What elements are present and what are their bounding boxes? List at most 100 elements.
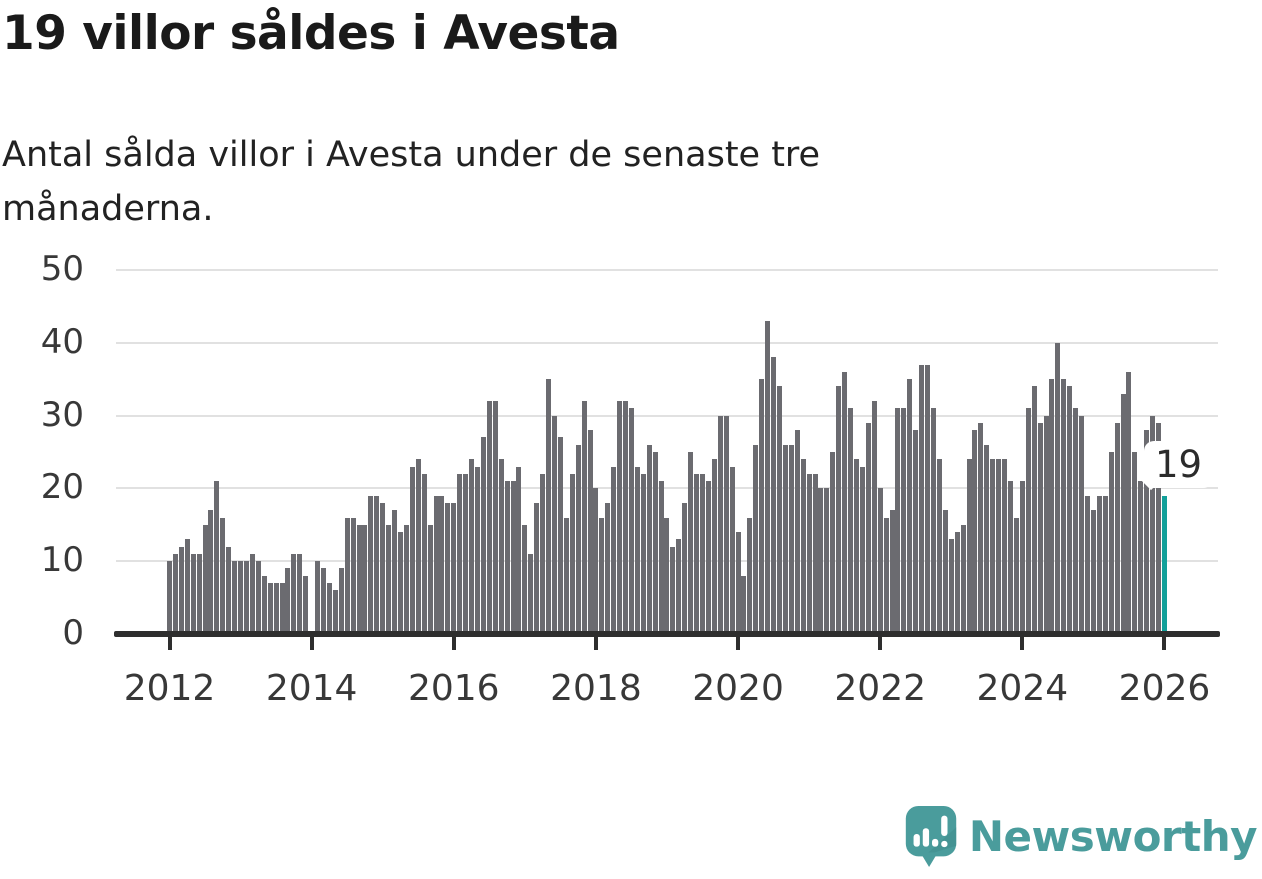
chart-bar xyxy=(682,502,688,634)
chart-subtitle: Antal sålda villor i Avesta under de sen… xyxy=(2,135,821,230)
x-axis-tick xyxy=(167,637,172,650)
chart-bar xyxy=(824,488,830,634)
chart-bar xyxy=(611,466,617,634)
x-axis-label: 2016 xyxy=(407,668,500,709)
chart-bar xyxy=(368,495,374,634)
chart-bar xyxy=(753,444,759,634)
chart-bar xyxy=(599,517,605,634)
chart-bar xyxy=(232,561,238,634)
chart-bar xyxy=(1067,386,1073,634)
chart-bar xyxy=(1043,415,1049,634)
chart-bar xyxy=(534,502,540,634)
x-axis-label: 2026 xyxy=(1118,668,1211,709)
x-axis-label: 2014 xyxy=(265,668,358,709)
chart-bar xyxy=(765,320,771,634)
chart-bar xyxy=(167,561,172,634)
chart-bar xyxy=(747,517,753,634)
chart-bar xyxy=(474,466,480,634)
chart-bar xyxy=(516,466,522,634)
chart-bar xyxy=(1120,393,1126,634)
chart-bar xyxy=(771,357,777,634)
chart-bar xyxy=(628,408,634,634)
newsworthy-logo-text: Newsworthy xyxy=(968,811,1258,861)
chart-bar xyxy=(800,459,806,634)
chart-bar xyxy=(1108,452,1114,634)
chart-bar xyxy=(1102,495,1108,634)
chart-bar xyxy=(676,539,682,634)
chart-bar xyxy=(522,524,528,634)
chart-bar xyxy=(315,561,321,634)
chart-bar xyxy=(344,517,350,634)
chart-bar xyxy=(1013,517,1019,634)
chart-bar xyxy=(972,430,978,634)
x-axis-label: 2020 xyxy=(692,668,784,709)
chart-bar xyxy=(184,539,190,634)
gridline xyxy=(116,341,1218,344)
chart-bar xyxy=(1144,430,1150,634)
chart-bar xyxy=(1132,452,1138,634)
chart-bar xyxy=(208,510,214,634)
chart-bar xyxy=(285,568,291,634)
chart-bar xyxy=(859,466,865,634)
chart-bar xyxy=(273,583,279,634)
chart-bar xyxy=(1073,408,1079,634)
chart-bar xyxy=(415,459,421,634)
chart-bar xyxy=(623,401,629,634)
x-axis-tick xyxy=(309,637,314,650)
x-axis-tick xyxy=(451,637,456,650)
chart-bar xyxy=(386,524,392,634)
chart-bar xyxy=(469,459,475,634)
x-axis-tick xyxy=(1020,637,1025,650)
chart-bar xyxy=(1090,510,1096,634)
chart-bar xyxy=(196,553,202,634)
chart-bar xyxy=(640,473,646,634)
chart-bar xyxy=(877,488,883,634)
chart-bar xyxy=(569,473,575,634)
chart-bar xyxy=(202,524,208,634)
chart-bar xyxy=(729,466,735,634)
chart-bar xyxy=(723,415,729,634)
chart-bar xyxy=(249,553,255,634)
chart-bar xyxy=(332,590,338,634)
chart-bar xyxy=(605,502,611,634)
chart-bar xyxy=(1114,422,1120,634)
chart-bar xyxy=(291,553,297,634)
gridline xyxy=(116,414,1218,417)
chart-bar xyxy=(788,444,794,634)
chart-bar xyxy=(1138,481,1144,634)
chart-bar xyxy=(1008,481,1013,634)
chart-bar xyxy=(498,459,504,634)
chart-bar xyxy=(303,575,309,634)
newsworthy-logo-icon xyxy=(905,805,957,868)
chart-bar xyxy=(711,459,717,634)
chart-bar xyxy=(646,444,652,634)
chart-bar xyxy=(1156,422,1162,634)
chart-bar xyxy=(854,459,860,634)
chart-bar xyxy=(717,415,723,634)
chart-bar xyxy=(901,408,907,634)
chart-bar xyxy=(338,568,344,634)
chart-bar xyxy=(392,510,398,634)
x-axis-label: 2024 xyxy=(976,668,1069,709)
chart-bar xyxy=(895,408,901,634)
chart-bar xyxy=(563,517,569,634)
chart-bar xyxy=(190,553,196,634)
x-axis-label: 2022 xyxy=(834,668,927,709)
chart-bar xyxy=(694,473,700,634)
chart-bar xyxy=(818,488,824,634)
chart-bar xyxy=(913,430,919,634)
chart-bar xyxy=(504,481,510,634)
chart-bar xyxy=(255,561,261,634)
chart-bar xyxy=(871,401,877,634)
chart-bar xyxy=(1126,371,1132,634)
chart-bar xyxy=(297,553,303,634)
chart-bar xyxy=(403,524,409,634)
gridline xyxy=(116,269,1218,271)
chart-bar xyxy=(664,517,670,634)
chart-bar xyxy=(220,517,226,634)
chart-bar xyxy=(948,539,954,634)
chart-bar xyxy=(356,524,362,634)
chart-bar xyxy=(978,422,984,634)
y-axis-label: 10 xyxy=(40,540,84,581)
x-axis-tick xyxy=(736,637,741,650)
